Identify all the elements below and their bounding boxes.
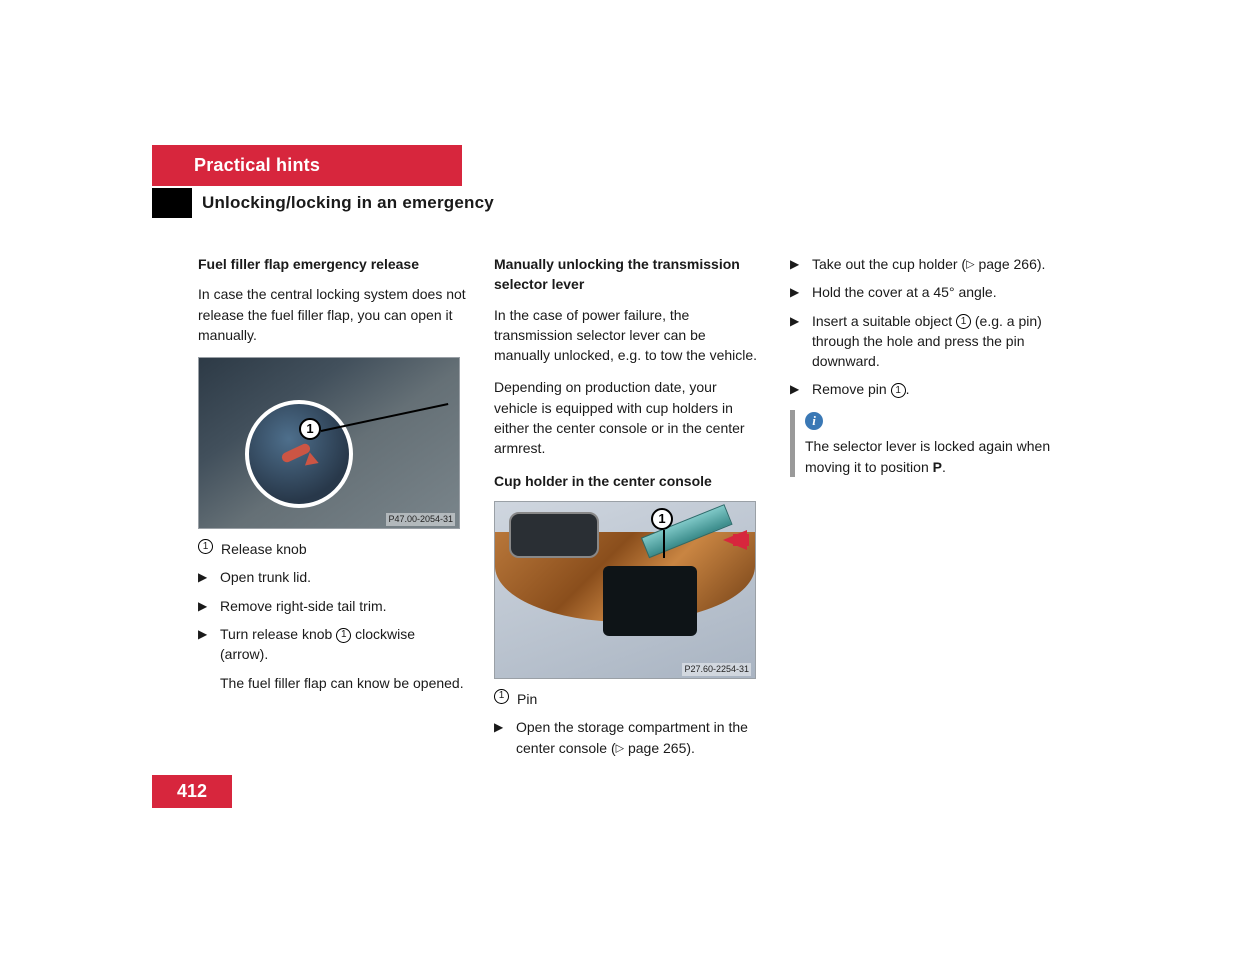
page-number: 412 <box>152 775 232 808</box>
legend-number-icon: 1 <box>494 689 509 704</box>
list-item: ▶ Remove right-side tail trim. <box>198 596 466 616</box>
info-text: The selector lever is locked again when … <box>805 436 1058 477</box>
columns: Fuel filler flap emergency release In ca… <box>198 254 1082 766</box>
t: page 266). <box>975 256 1046 272</box>
pageref-icon: ▷ <box>616 742 624 754</box>
list-item: ▶ Hold the cover at a 45° angle. <box>790 282 1058 302</box>
step-text: Open the storage compartment in the cent… <box>516 717 762 758</box>
step-text: Open trunk lid. <box>220 567 466 587</box>
col1-intro: In case the central locking system does … <box>198 284 466 345</box>
col2-legend: 1 Pin <box>494 689 762 709</box>
legend-text: Pin <box>517 689 762 709</box>
t: Remove pin <box>812 381 891 397</box>
col2-heading: Manually unlocking the transmission sele… <box>494 254 762 295</box>
step-text: Insert a suitable object 1 (e.g. a pin) … <box>812 311 1058 372</box>
t: Turn release knob <box>220 626 336 642</box>
figure2-code: P27.60-2254-31 <box>682 663 751 676</box>
col1-legend: 1 Release knob <box>198 539 466 559</box>
step-result: The fuel filler flap can know be opened. <box>220 673 466 693</box>
t: The selector lever is locked again when … <box>805 438 1050 474</box>
bullet-icon: ▶ <box>790 380 804 400</box>
bullet-icon: ▶ <box>198 625 212 694</box>
column-1: Fuel filler flap emergency release In ca… <box>198 254 466 766</box>
info-note: i The selector lever is locked again whe… <box>790 410 1058 477</box>
bullet-icon: ▶ <box>494 718 508 759</box>
section-tab-label: Practical hints <box>194 155 320 175</box>
list-item: ▶ Insert a suitable object 1 (e.g. a pin… <box>790 311 1058 372</box>
bullet-icon: ▶ <box>790 255 804 275</box>
legend-number-icon: 1 <box>198 539 213 554</box>
col2-heading-b: Cup holder in the center console <box>494 471 762 491</box>
step-text: Remove right-side tail trim. <box>220 596 466 616</box>
bullet-icon: ▶ <box>198 568 212 588</box>
list-item: ▶ Take out the cup holder (▷ page 266). <box>790 254 1058 274</box>
t: . <box>906 381 910 397</box>
list-item: ▶ Open the storage compartment in the ce… <box>494 717 762 758</box>
col3-steps: ▶ Take out the cup holder (▷ page 266). … <box>790 254 1058 400</box>
col2-p1: In the case of power failure, the transm… <box>494 305 762 366</box>
figure2-slot-icon <box>603 566 697 636</box>
bullet-icon: ▶ <box>790 312 804 373</box>
step-text: Take out the cup holder (▷ page 266). <box>812 254 1058 274</box>
step-text: Hold the cover at a 45° angle. <box>812 282 1058 302</box>
figure-fuel-flap: 1 P47.00-2054-31 <box>198 357 460 529</box>
column-3: ▶ Take out the cup holder (▷ page 266). … <box>790 254 1058 766</box>
inline-circ-icon: 1 <box>336 628 351 643</box>
t-bold: P <box>933 459 942 475</box>
figure-cupholder: 1 P27.60-2254-31 <box>494 501 756 679</box>
t: Insert a suitable object <box>812 313 956 329</box>
col1-heading: Fuel filler flap emergency release <box>198 254 466 274</box>
bullet-icon: ▶ <box>790 283 804 303</box>
subheader: Unlocking/locking in an emergency <box>192 193 494 213</box>
step-text: Remove pin 1. <box>812 379 1058 399</box>
col1-steps: ▶ Open trunk lid. ▶ Remove right-side ta… <box>198 567 466 692</box>
col2-p2: Depending on production date, your vehic… <box>494 377 762 458</box>
pageref-icon: ▷ <box>966 258 974 270</box>
legend-text: Release knob <box>221 539 466 559</box>
column-2: Manually unlocking the transmission sele… <box>494 254 762 766</box>
bullet-icon: ▶ <box>198 597 212 617</box>
list-item: ▶ Open trunk lid. <box>198 567 466 587</box>
info-icon: i <box>805 412 823 430</box>
t: page 265). <box>624 740 695 756</box>
figure2-button-panel-icon <box>509 512 599 558</box>
subheader-bar: Unlocking/locking in an emergency <box>152 188 1082 218</box>
t: . <box>942 459 946 475</box>
black-square-icon <box>152 188 192 218</box>
figure2-callout-badge: 1 <box>651 508 673 530</box>
figure2-arrow-icon <box>723 530 747 550</box>
list-item: ▶ Remove pin 1. <box>790 379 1058 399</box>
section-tab: Practical hints <box>152 145 462 186</box>
inline-circ-icon: 1 <box>891 383 906 398</box>
figure1-code: P47.00-2054-31 <box>386 513 455 526</box>
figure2-leader-line <box>663 530 665 558</box>
list-item: ▶ Turn release knob 1 clockwise (arrow).… <box>198 624 466 693</box>
inline-circ-icon: 1 <box>956 314 971 329</box>
step-text: Turn release knob 1 clockwise (arrow). T… <box>220 624 466 693</box>
col2-steps: ▶ Open the storage compartment in the ce… <box>494 717 762 758</box>
t: Take out the cup holder ( <box>812 256 966 272</box>
page-content: Practical hints Unlocking/locking in an … <box>152 145 1082 766</box>
